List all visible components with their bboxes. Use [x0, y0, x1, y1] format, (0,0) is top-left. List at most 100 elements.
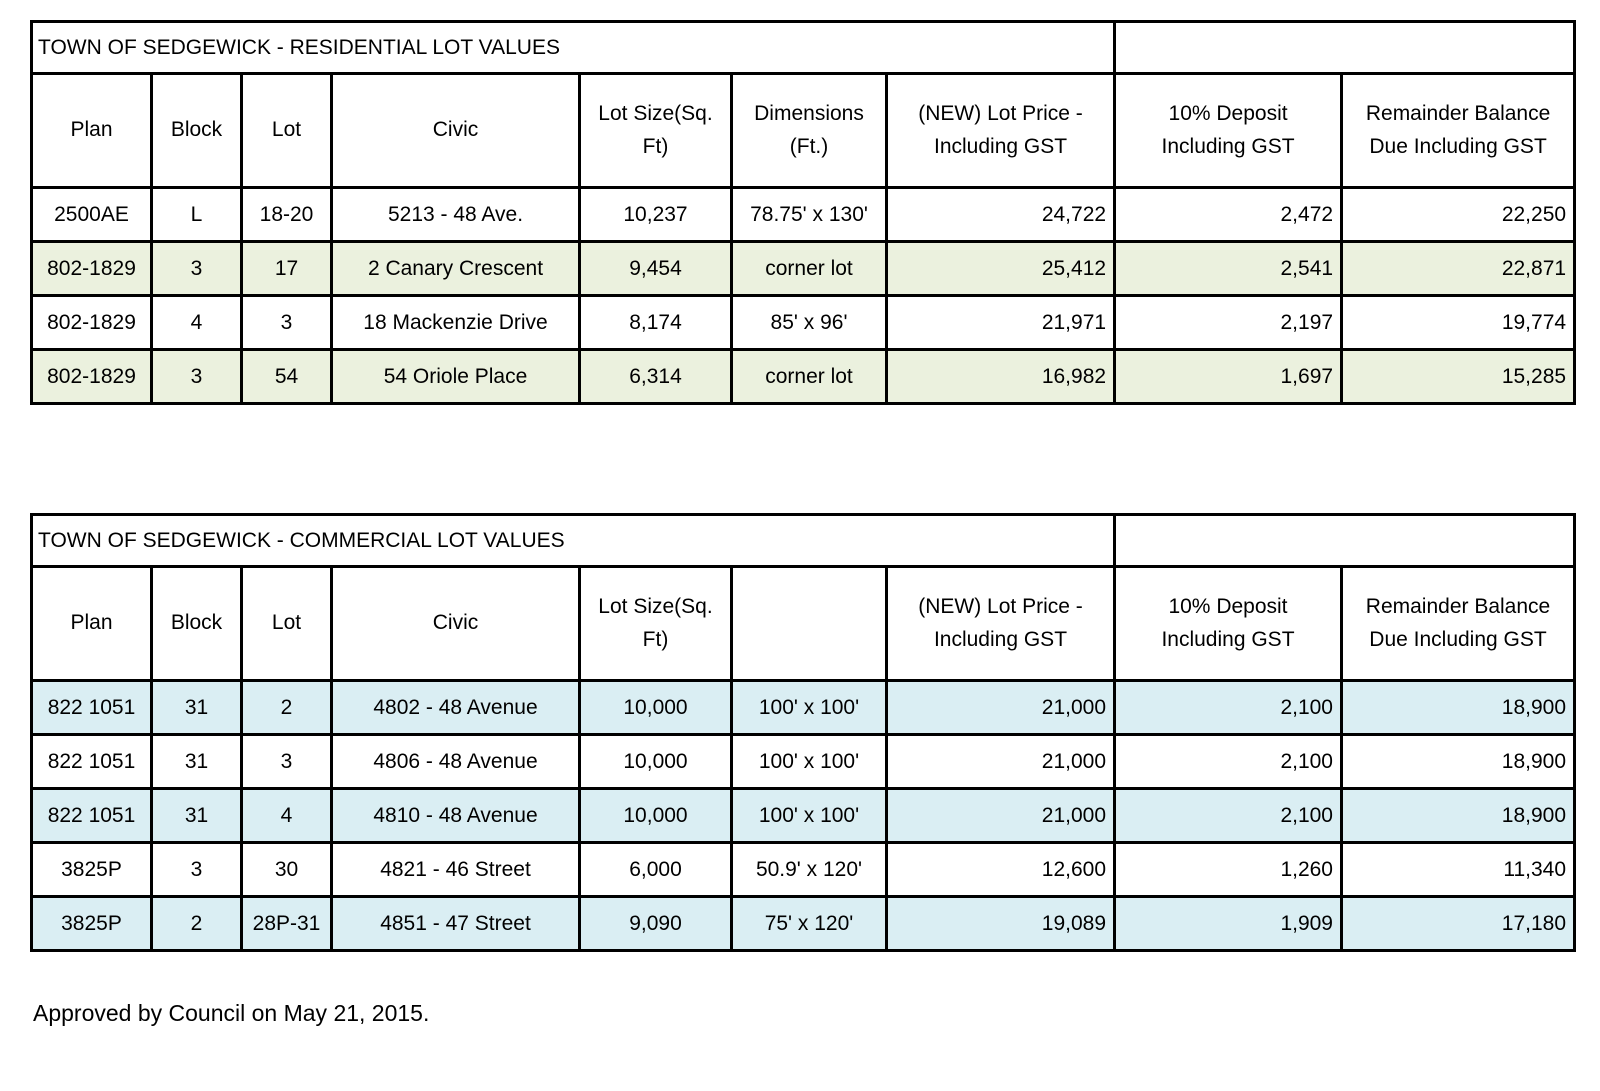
table-cell: 3: [150, 240, 243, 297]
table-cell: corner lot: [730, 240, 888, 297]
table-row: 802-1829 3 17 2 Canary Crescent 9,454 corner …: [30, 240, 1577, 297]
table-cell: 2,541: [1113, 240, 1344, 297]
commercial-title-spacer: [1113, 513, 1576, 568]
table-cell: 2,472: [1113, 186, 1344, 243]
table-cell: 2,197: [1113, 294, 1344, 351]
table-cell: 3825P: [30, 895, 153, 952]
table-cell: L: [150, 186, 243, 243]
table-cell: 3825P: [30, 841, 153, 898]
table-cell: 3: [150, 841, 243, 898]
table-cell: 30: [240, 841, 333, 898]
residential-col-header-lot-size: Lot Size(Sq. Ft): [578, 72, 733, 189]
table-cell: 31: [150, 679, 243, 736]
table-cell: 5213 - 48 Ave.: [330, 186, 581, 243]
residential-col-header-lot-price: (NEW) Lot Price - Including GST: [884, 72, 1117, 189]
table-cell: 18 Mackenzie Drive: [330, 294, 581, 351]
table-cell: 31: [150, 787, 243, 844]
commercial-col-header-lot: Lot: [240, 565, 333, 682]
table-cell: 19,774: [1340, 294, 1577, 351]
table-cell: 2 Canary Crescent: [330, 240, 581, 297]
table-cell: 822 1051: [30, 679, 153, 736]
table-cell: 9,454: [578, 240, 733, 297]
table-cell: 2,100: [1113, 733, 1343, 790]
table-cell: 4: [150, 294, 243, 351]
table-cell: 78.75' x 130': [730, 186, 888, 243]
table-cell: 1,697: [1113, 348, 1344, 405]
residential-col-header-lot: Lot: [240, 72, 333, 189]
table-cell: 8,174: [578, 294, 733, 351]
commercial-col-header-block: Block: [150, 565, 243, 682]
table-cell: 4802 - 48 Avenue: [330, 679, 581, 736]
commercial-col-header-lot-price: (NEW) Lot Price - Including GST: [885, 565, 1116, 682]
residential-header-row: Plan Block Lot Civic Lot Size(Sq. Ft) Di…: [30, 72, 1577, 189]
table-row: 3825P 2 28P-31 4851 - 47 Street 9,090 75' x 1…: [30, 895, 1576, 952]
table-cell: 100' x 100': [730, 733, 888, 790]
table-row: 2500AE L 18-20 5213 - 48 Ave. 10,237 78.75' x…: [30, 186, 1577, 243]
commercial-col-header-dimensions-blank: [730, 565, 888, 682]
table-cell: corner lot: [730, 348, 888, 405]
table-cell: 10,237: [578, 186, 733, 243]
table-cell: 10,000: [578, 679, 733, 736]
table-cell: 18,900: [1340, 733, 1576, 790]
table-cell: 31: [150, 733, 243, 790]
table-cell: 6,314: [578, 348, 733, 405]
table-cell: 15,285: [1340, 348, 1577, 405]
table-cell: 9,090: [578, 895, 733, 952]
table-cell: 4: [240, 787, 333, 844]
residential-col-header-civic: Civic: [330, 72, 581, 189]
table-cell: 18-20: [240, 186, 333, 243]
commercial-col-header-lot-size: Lot Size(Sq. Ft): [578, 565, 733, 682]
table-cell: 12,600: [885, 841, 1116, 898]
table-cell: 1,260: [1113, 841, 1343, 898]
residential-col-header-block: Block: [150, 72, 243, 189]
table-cell: 822 1051: [30, 733, 153, 790]
table-cell: 802-1829: [30, 348, 153, 405]
table-cell: 19,089: [885, 895, 1116, 952]
table-cell: 6,000: [578, 841, 733, 898]
table-cell: 2: [150, 895, 243, 952]
table-cell: 75' x 120': [730, 895, 888, 952]
table-cell: 21,000: [885, 679, 1116, 736]
commercial-header-row: Plan Block Lot Civic Lot Size(Sq. Ft) (N…: [30, 565, 1576, 682]
table-cell: 3: [240, 733, 333, 790]
table-cell: 24,722: [884, 186, 1117, 243]
table-row: 802-1829 4 3 18 Mackenzie Drive 8,174 85' x 9…: [30, 294, 1577, 351]
table-cell: 100' x 100': [730, 787, 888, 844]
table-cell: 2500AE: [30, 186, 153, 243]
table-cell: 28P-31: [240, 895, 333, 952]
commercial-table-section: TOWN OF SEDGEWICK - COMMERCIAL LOT VALUE…: [30, 513, 1576, 952]
residential-title-spacer: [1113, 20, 1577, 75]
table-cell: 11,340: [1340, 841, 1576, 898]
residential-table-title: TOWN OF SEDGEWICK - RESIDENTIAL LOT VALU…: [29, 20, 1117, 75]
residential-col-header-dimensions: Dimensions (Ft.): [730, 72, 888, 189]
table-cell: 4851 - 47 Street: [330, 895, 581, 952]
commercial-col-header-remainder: Remainder Balance Due Including GST: [1340, 565, 1576, 682]
table-cell: 1,909: [1113, 895, 1343, 952]
table-cell: 54 Oriole Place: [330, 348, 581, 405]
residential-lot-values-table: TOWN OF SEDGEWICK - RESIDENTIAL LOT VALU…: [29, 20, 1577, 405]
commercial-lot-values-table: TOWN OF SEDGEWICK - COMMERCIAL LOT VALUE…: [30, 513, 1576, 952]
table-cell: 85' x 96': [730, 294, 888, 351]
commercial-col-header-plan: Plan: [30, 565, 153, 682]
table-cell: 21,000: [885, 733, 1116, 790]
residential-table-section: TOWN OF SEDGEWICK - RESIDENTIAL LOT VALU…: [29, 20, 1577, 405]
table-cell: 22,250: [1340, 186, 1577, 243]
table-cell: 4821 - 46 Street: [330, 841, 581, 898]
table-cell: 802-1829: [30, 294, 153, 351]
table-row: 822 1051 31 3 4806 - 48 Avenue 10,000 100' x …: [30, 733, 1576, 790]
residential-title-row: TOWN OF SEDGEWICK - RESIDENTIAL LOT VALU…: [29, 20, 1577, 75]
residential-col-header-deposit: 10% Deposit Including GST: [1113, 72, 1344, 189]
table-cell: 25,412: [884, 240, 1117, 297]
commercial-table-body: 822 1051 31 2 4802 - 48 Avenue 10,000 100' x …: [30, 679, 1576, 952]
table-cell: 21,000: [885, 787, 1116, 844]
table-cell: 2: [240, 679, 333, 736]
residential-col-header-remainder: Remainder Balance Due Including GST: [1340, 72, 1577, 189]
table-cell: 16,982: [884, 348, 1117, 405]
commercial-table-title: TOWN OF SEDGEWICK - COMMERCIAL LOT VALUE…: [30, 513, 1116, 568]
commercial-title-row: TOWN OF SEDGEWICK - COMMERCIAL LOT VALUE…: [30, 513, 1576, 568]
table-cell: 50.9' x 120': [730, 841, 888, 898]
residential-col-header-plan: Plan: [30, 72, 153, 189]
table-cell: 4806 - 48 Avenue: [330, 733, 581, 790]
table-cell: 3: [150, 348, 243, 405]
